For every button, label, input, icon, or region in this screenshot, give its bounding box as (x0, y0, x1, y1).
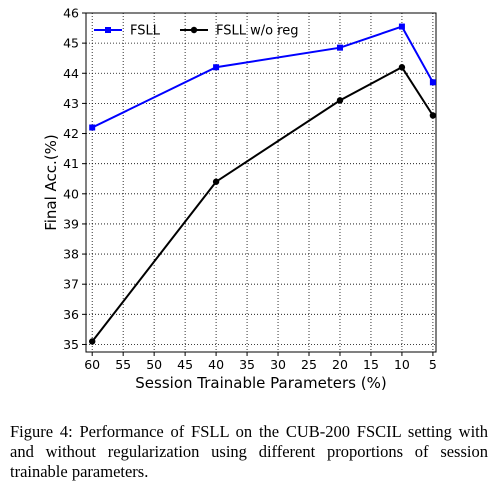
series-lines (88, 23, 437, 345)
y-axis-title: Final Acc.(%) (42, 134, 60, 231)
x-tick-label: 45 (177, 357, 193, 372)
series-2 (88, 64, 437, 345)
y-axis: 35 36 37 38 39 40 41 42 43 44 45 46 (63, 6, 86, 352)
data-point (429, 79, 436, 86)
x-tick-label: 20 (332, 357, 348, 372)
x-tick-label: 30 (270, 357, 286, 372)
x-tick-label: 35 (239, 357, 255, 372)
data-point (88, 338, 96, 345)
x-tick-label: 15 (363, 357, 379, 372)
plot-area (85, 12, 437, 353)
x-tick-label: 5 (429, 357, 437, 372)
grid-lines (86, 12, 436, 352)
legend-label: FSLL (130, 24, 161, 39)
legend-swatch-marker (190, 26, 198, 34)
x-tick-label: 55 (115, 357, 131, 372)
x-tick-label: 10 (394, 357, 410, 372)
data-point (336, 97, 344, 104)
y-tick-label: 35 (63, 337, 79, 352)
y-tick-label: 45 (63, 36, 79, 51)
y-tick-label: 36 (63, 307, 79, 322)
y-tick-label: 37 (63, 277, 79, 292)
legend-label: FSLL w/o reg (216, 24, 299, 39)
line-chart: 60 55 50 45 40 35 30 25 20 15 10 5 35 36 37 38 39 40 41 42… (42, 6, 437, 393)
data-point (398, 64, 406, 71)
data-point (429, 112, 437, 119)
data-point (398, 23, 405, 30)
y-tick-label: 40 (63, 186, 79, 201)
x-tick-label: 40 (208, 357, 224, 372)
legend: FSLL FSLL w/o reg (94, 24, 299, 39)
x-tick-label: 25 (301, 357, 317, 372)
y-tick-label: 42 (63, 126, 79, 141)
y-tick-label: 41 (63, 156, 79, 171)
data-point (212, 178, 220, 185)
y-tick-label: 46 (63, 6, 79, 21)
series-line (91, 65, 434, 343)
y-tick-label: 39 (63, 216, 79, 231)
legend-swatch-marker (105, 27, 111, 33)
data-point (213, 64, 220, 71)
series-1 (89, 23, 436, 131)
x-axis: 60 55 50 45 40 35 30 25 20 15 10 5 (84, 352, 437, 372)
data-point (89, 124, 96, 131)
x-axis-title: Session Trainable Parameters (%) (135, 374, 386, 392)
figure-caption: Figure 4: Performance of FSLL on the CUB… (10, 422, 488, 481)
x-tick-label: 50 (146, 357, 162, 372)
y-tick-label: 43 (63, 96, 79, 111)
y-tick-label: 44 (63, 66, 79, 81)
x-tick-label: 60 (84, 357, 100, 372)
data-point (336, 44, 343, 51)
y-tick-label: 38 (63, 247, 79, 262)
